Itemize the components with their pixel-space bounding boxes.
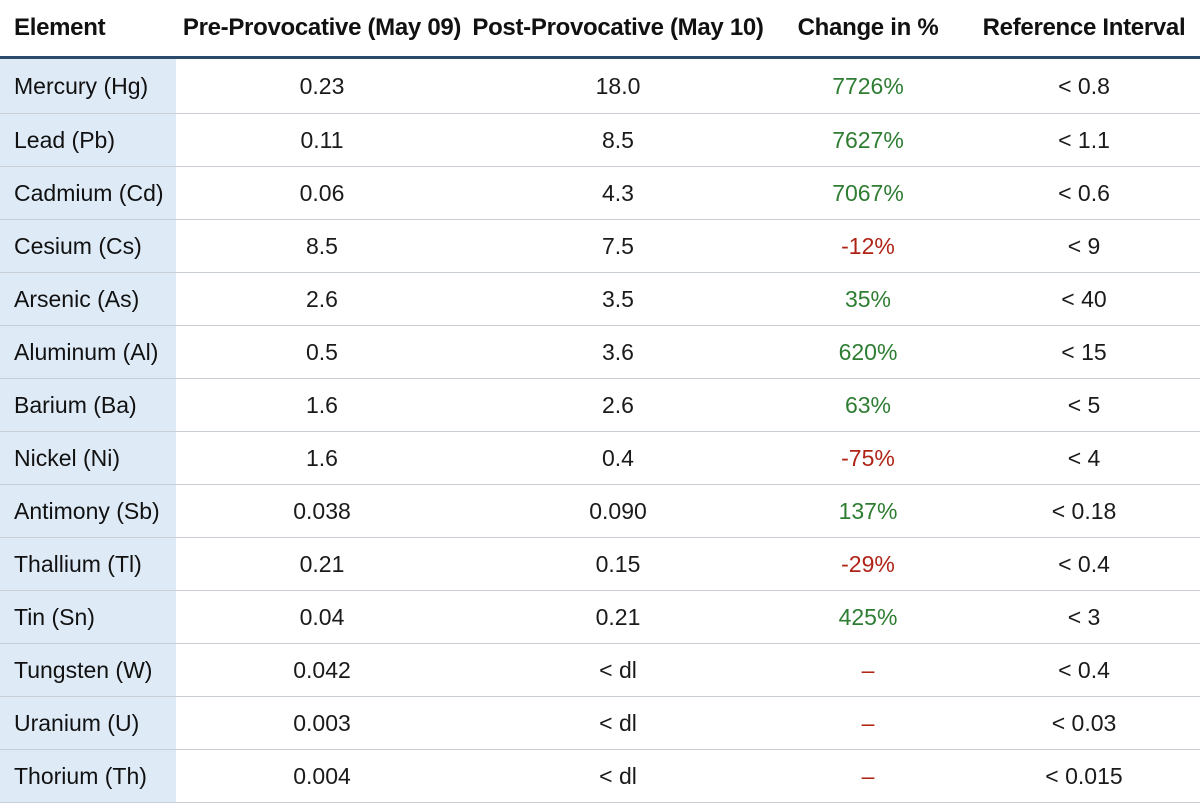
cell-reference-interval: < 9 bbox=[968, 219, 1200, 273]
cell-pre-provocative: 0.23 bbox=[176, 57, 468, 114]
header-change-percent: Change in % bbox=[768, 0, 968, 59]
header-row: Element Pre-Provocative (May 09) Post-Pr… bbox=[0, 0, 1200, 59]
cell-pre-provocative: 0.06 bbox=[176, 166, 468, 220]
cell-pre-provocative: 0.04 bbox=[176, 590, 468, 644]
table-row: Tungsten (W) 0.042 < dl – < 0.4 bbox=[0, 643, 1200, 697]
cell-reference-interval: < 5 bbox=[968, 378, 1200, 432]
cell-post-provocative: 8.5 bbox=[468, 113, 768, 167]
cell-change-percent: 63% bbox=[768, 378, 968, 432]
cell-pre-provocative: 8.5 bbox=[176, 219, 468, 273]
cell-element: Uranium (U) bbox=[0, 696, 176, 750]
cell-pre-provocative: 1.6 bbox=[176, 378, 468, 432]
cell-pre-provocative: 0.5 bbox=[176, 325, 468, 379]
cell-change-percent: 7726% bbox=[768, 57, 968, 114]
table-row: Aluminum (Al) 0.5 3.6 620% < 15 bbox=[0, 325, 1200, 379]
table-row: Barium (Ba) 1.6 2.6 63% < 5 bbox=[0, 378, 1200, 432]
table-row: Cadmium (Cd) 0.06 4.3 7067% < 0.6 bbox=[0, 166, 1200, 220]
header-post-provocative: Post-Provocative (May 10) bbox=[468, 0, 768, 59]
cell-element: Antimony (Sb) bbox=[0, 484, 176, 538]
table-row: Mercury (Hg) 0.23 18.0 7726% < 0.8 bbox=[0, 57, 1200, 114]
cell-reference-interval: < 3 bbox=[968, 590, 1200, 644]
cell-post-provocative: 3.6 bbox=[468, 325, 768, 379]
cell-change-percent: 620% bbox=[768, 325, 968, 379]
cell-element: Barium (Ba) bbox=[0, 378, 176, 432]
cell-post-provocative: 0.15 bbox=[468, 537, 768, 591]
cell-reference-interval: < 0.015 bbox=[968, 749, 1200, 803]
cell-change-percent: 7627% bbox=[768, 113, 968, 167]
cell-reference-interval: < 40 bbox=[968, 272, 1200, 326]
cell-reference-interval: < 0.4 bbox=[968, 537, 1200, 591]
cell-pre-provocative: 1.6 bbox=[176, 431, 468, 485]
cell-post-provocative: 0.21 bbox=[468, 590, 768, 644]
header-element: Element bbox=[0, 0, 176, 59]
cell-change-percent: 425% bbox=[768, 590, 968, 644]
cell-reference-interval: < 15 bbox=[968, 325, 1200, 379]
cell-post-provocative: 0.090 bbox=[468, 484, 768, 538]
cell-change-percent: -12% bbox=[768, 219, 968, 273]
cell-element: Lead (Pb) bbox=[0, 113, 176, 167]
cell-pre-provocative: 0.21 bbox=[176, 537, 468, 591]
table-header: Element Pre-Provocative (May 09) Post-Pr… bbox=[0, 0, 1200, 59]
header-reference-interval: Reference Interval bbox=[968, 0, 1200, 59]
cell-pre-provocative: 0.042 bbox=[176, 643, 468, 697]
cell-reference-interval: < 0.18 bbox=[968, 484, 1200, 538]
cell-element: Mercury (Hg) bbox=[0, 57, 176, 114]
table-body: Mercury (Hg) 0.23 18.0 7726% < 0.8 Lead (Pb) 0… bbox=[0, 57, 1200, 803]
cell-post-provocative: 0.4 bbox=[468, 431, 768, 485]
cell-change-percent: -29% bbox=[768, 537, 968, 591]
cell-pre-provocative: 0.038 bbox=[176, 484, 468, 538]
cell-element: Arsenic (As) bbox=[0, 272, 176, 326]
table-row: Cesium (Cs) 8.5 7.5 -12% < 9 bbox=[0, 219, 1200, 273]
header-pre-provocative: Pre-Provocative (May 09) bbox=[176, 0, 468, 59]
cell-post-provocative: 3.5 bbox=[468, 272, 768, 326]
cell-post-provocative: < dl bbox=[468, 696, 768, 750]
cell-change-percent: – bbox=[768, 749, 968, 803]
cell-post-provocative: 2.6 bbox=[468, 378, 768, 432]
table-row: Antimony (Sb) 0.038 0.090 137% < 0.18 bbox=[0, 484, 1200, 538]
cell-change-percent: 137% bbox=[768, 484, 968, 538]
table-row: Thallium (Tl) 0.21 0.15 -29% < 0.4 bbox=[0, 537, 1200, 591]
cell-reference-interval: < 0.4 bbox=[968, 643, 1200, 697]
cell-pre-provocative: 0.003 bbox=[176, 696, 468, 750]
cell-post-provocative: < dl bbox=[468, 749, 768, 803]
cell-change-percent: – bbox=[768, 643, 968, 697]
cell-change-percent: 35% bbox=[768, 272, 968, 326]
cell-element: Tin (Sn) bbox=[0, 590, 176, 644]
cell-pre-provocative: 0.004 bbox=[176, 749, 468, 803]
table-row: Nickel (Ni) 1.6 0.4 -75% < 4 bbox=[0, 431, 1200, 485]
cell-change-percent: – bbox=[768, 696, 968, 750]
cell-element: Thorium (Th) bbox=[0, 749, 176, 803]
cell-post-provocative: 7.5 bbox=[468, 219, 768, 273]
table-row: Lead (Pb) 0.11 8.5 7627% < 1.1 bbox=[0, 113, 1200, 167]
cell-reference-interval: < 0.6 bbox=[968, 166, 1200, 220]
table-row: Arsenic (As) 2.6 3.5 35% < 40 bbox=[0, 272, 1200, 326]
cell-reference-interval: < 0.03 bbox=[968, 696, 1200, 750]
table-row: Uranium (U) 0.003 < dl – < 0.03 bbox=[0, 696, 1200, 750]
cell-pre-provocative: 0.11 bbox=[176, 113, 468, 167]
cell-post-provocative: 18.0 bbox=[468, 57, 768, 114]
cell-reference-interval: < 4 bbox=[968, 431, 1200, 485]
cell-post-provocative: 4.3 bbox=[468, 166, 768, 220]
cell-post-provocative: < dl bbox=[468, 643, 768, 697]
cell-pre-provocative: 2.6 bbox=[176, 272, 468, 326]
cell-change-percent: 7067% bbox=[768, 166, 968, 220]
cell-element: Aluminum (Al) bbox=[0, 325, 176, 379]
cell-element: Thallium (Tl) bbox=[0, 537, 176, 591]
cell-change-percent: -75% bbox=[768, 431, 968, 485]
cell-element: Cesium (Cs) bbox=[0, 219, 176, 273]
cell-element: Cadmium (Cd) bbox=[0, 166, 176, 220]
cell-element: Tungsten (W) bbox=[0, 643, 176, 697]
cell-reference-interval: < 1.1 bbox=[968, 113, 1200, 167]
table-row: Thorium (Th) 0.004 < dl – < 0.015 bbox=[0, 749, 1200, 803]
table-row: Tin (Sn) 0.04 0.21 425% < 3 bbox=[0, 590, 1200, 644]
cell-reference-interval: < 0.8 bbox=[968, 57, 1200, 114]
cell-element: Nickel (Ni) bbox=[0, 431, 176, 485]
